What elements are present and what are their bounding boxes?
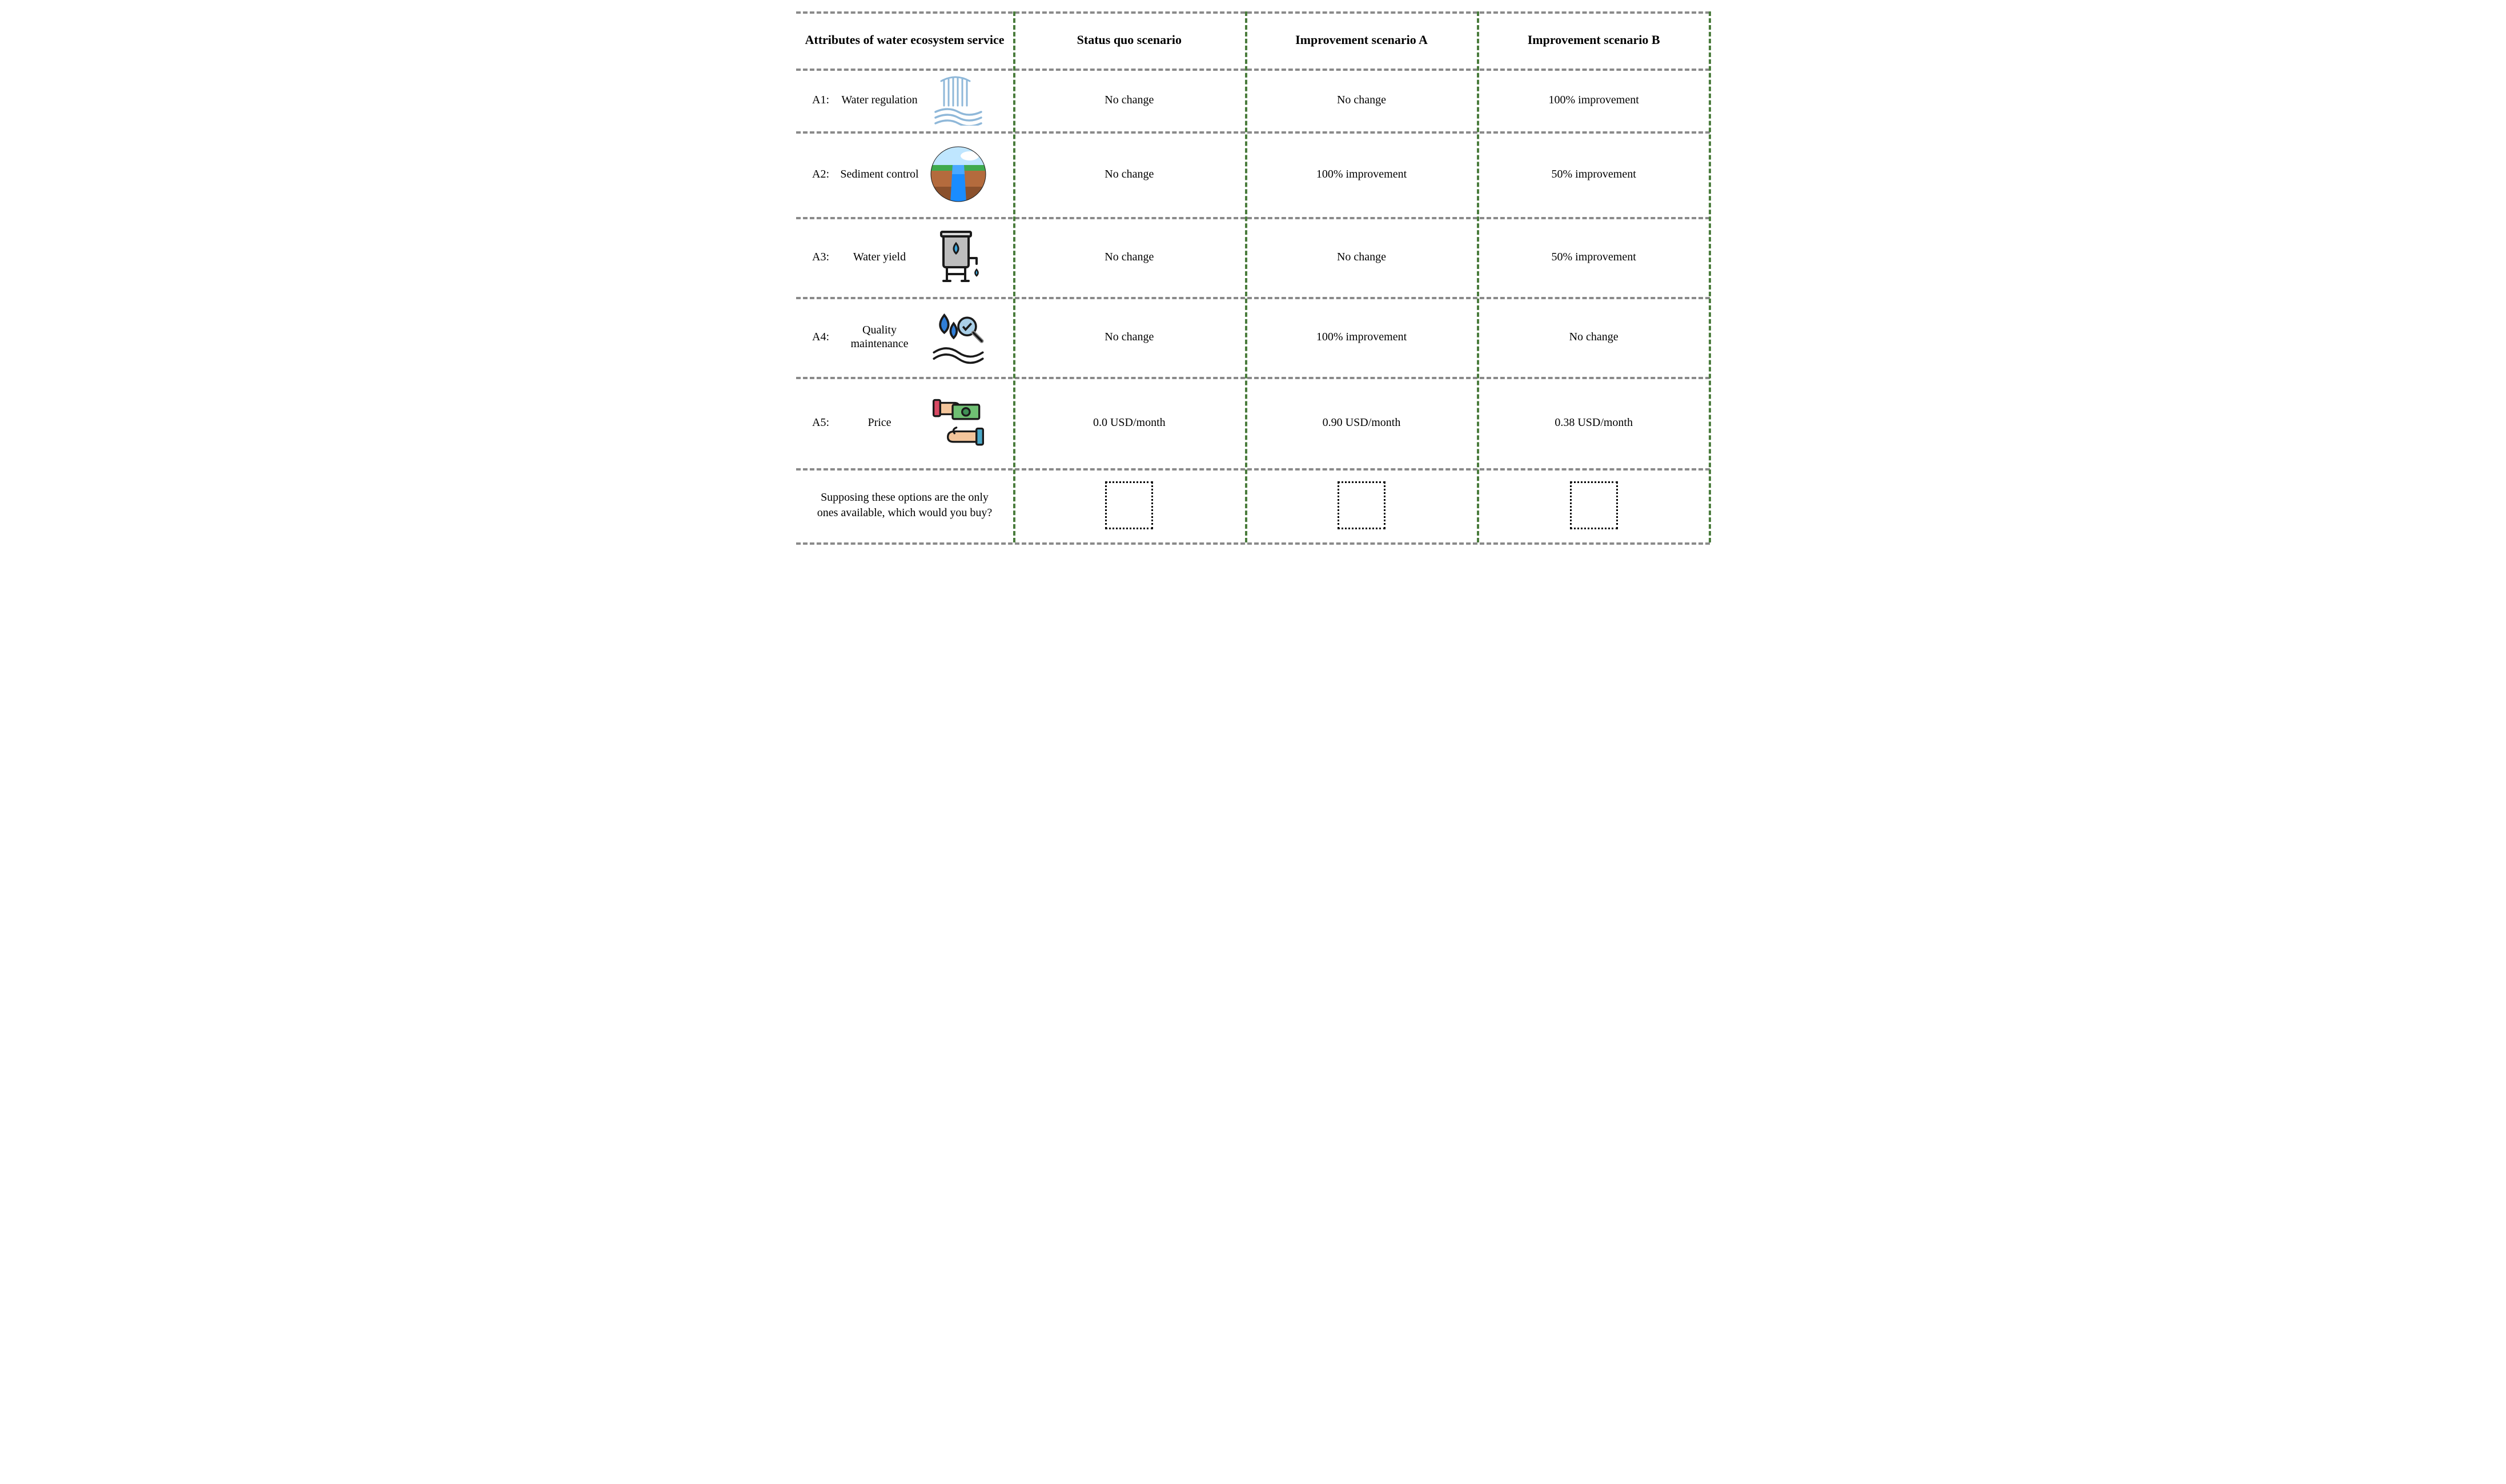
attr-label: Sediment control <box>840 167 919 181</box>
water-tank-icon <box>930 231 987 283</box>
checkbox-icon[interactable] <box>1338 481 1385 529</box>
attr-code: A3: <box>803 251 829 264</box>
attr-code: A4: <box>803 331 829 344</box>
question-text: Supposing these options are the only one… <box>796 468 1013 542</box>
attr-label: Water regulation <box>840 93 919 107</box>
attr-row-a1: A1: Water regulation <box>796 69 1013 131</box>
choice-box-scenario-a[interactable] <box>1246 468 1478 542</box>
value-a4-scenario-a: 100% improvement <box>1246 297 1478 377</box>
value-a3-scenario-a: No change <box>1246 217 1478 297</box>
attr-label: Quality maintenance <box>840 323 919 351</box>
value-a3-statusquo: No change <box>1013 217 1246 297</box>
header-scenario-a: Improvement scenario A <box>1246 11 1478 69</box>
value-a5-scenario-a: 0.90 USD/month <box>1246 377 1478 468</box>
header-status-quo: Status quo scenario <box>1013 11 1246 69</box>
value-a1-statusquo: No change <box>1013 69 1246 131</box>
attr-label: Price <box>840 416 919 429</box>
attr-row-a2: A2: Sediment control <box>796 131 1013 217</box>
attr-code: A1: <box>803 94 829 107</box>
checkbox-icon[interactable] <box>1105 481 1153 529</box>
value-a2-statusquo: No change <box>1013 131 1246 217</box>
attr-code: A5: <box>803 416 829 429</box>
value-a4-scenario-b: No change <box>1477 297 1710 377</box>
waterfall-icon <box>930 74 987 126</box>
attr-row-a5: A5: Price <box>796 377 1013 468</box>
attr-code: A2: <box>803 168 829 181</box>
value-a2-scenario-a: 100% improvement <box>1246 131 1478 217</box>
value-a1-scenario-a: No change <box>1246 69 1478 131</box>
sediment-icon <box>930 148 987 200</box>
value-a4-statusquo: No change <box>1013 297 1246 377</box>
value-a5-scenario-b: 0.38 USD/month <box>1477 377 1710 468</box>
choice-box-statusquo[interactable] <box>1013 468 1246 542</box>
attr-label: Water yield <box>840 250 919 264</box>
choice-card: Attributes of water ecosystem service St… <box>796 11 1710 542</box>
value-a5-statusquo: 0.0 USD/month <box>1013 377 1246 468</box>
attr-row-a3: A3: Water yield <box>796 217 1013 297</box>
value-a3-scenario-b: 50% improvement <box>1477 217 1710 297</box>
attr-row-a4: A4: Quality maintenance <box>796 297 1013 377</box>
money-hands-icon <box>930 397 987 448</box>
value-a1-scenario-b: 100% improvement <box>1477 69 1710 131</box>
header-scenario-b: Improvement scenario B <box>1477 11 1710 69</box>
choice-box-scenario-b[interactable] <box>1477 468 1710 542</box>
water-quality-icon <box>930 311 987 363</box>
value-a2-scenario-b: 50% improvement <box>1477 131 1710 217</box>
header-attributes: Attributes of water ecosystem service <box>796 11 1013 69</box>
checkbox-icon[interactable] <box>1570 481 1618 529</box>
